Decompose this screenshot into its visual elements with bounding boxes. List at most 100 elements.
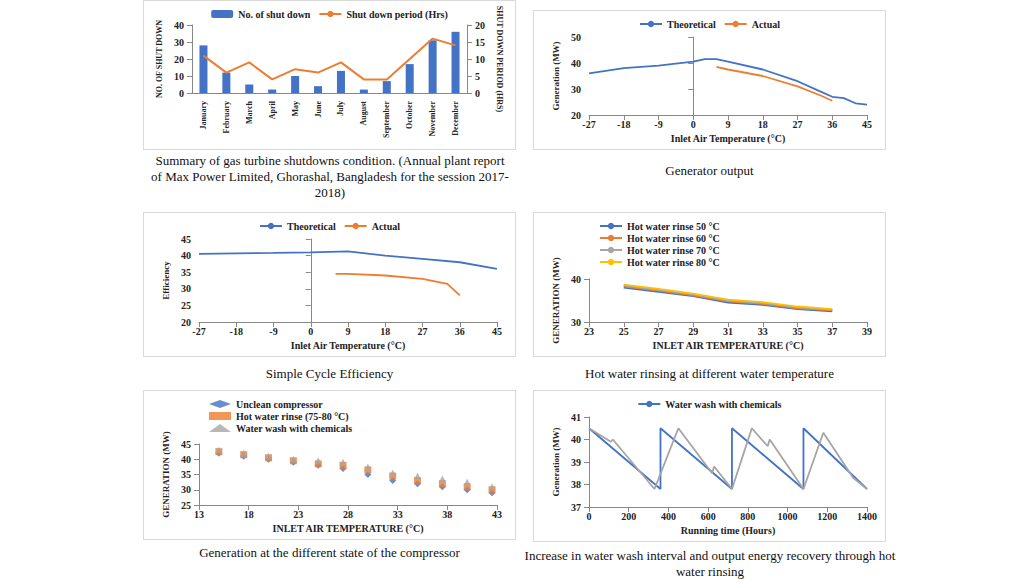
svg-text:December: December: [451, 101, 460, 136]
svg-text:36: 36: [455, 326, 465, 337]
svg-text:45: 45: [181, 439, 191, 450]
svg-text:35: 35: [181, 267, 191, 278]
svg-text:Water wash with chemicals: Water wash with chemicals: [236, 423, 352, 434]
svg-text:SHUT DOWN PERIOD (HRS): SHUT DOWN PERIOD (HRS): [495, 6, 504, 113]
svg-text:37: 37: [571, 502, 581, 513]
svg-text:13: 13: [194, 509, 204, 520]
svg-text:45: 45: [492, 326, 502, 337]
svg-text:600: 600: [701, 511, 716, 522]
svg-text:No. of shut down: No. of shut down: [238, 9, 311, 20]
svg-text:33: 33: [758, 326, 768, 337]
svg-text:40: 40: [571, 274, 581, 285]
svg-text:Hot water rinse 80 °C: Hot water rinse 80 °C: [627, 257, 720, 268]
svg-text:38: 38: [442, 509, 452, 520]
svg-text:30: 30: [571, 84, 581, 95]
svg-text:10: 10: [475, 54, 485, 65]
svg-text:23: 23: [293, 509, 303, 520]
svg-text:35: 35: [181, 469, 191, 480]
svg-text:40: 40: [571, 58, 581, 69]
svg-text:Unclean compressor: Unclean compressor: [236, 399, 323, 410]
svg-text:50: 50: [571, 32, 581, 43]
svg-text:40: 40: [174, 20, 184, 31]
svg-text:45: 45: [181, 234, 191, 245]
svg-text:November: November: [428, 101, 437, 137]
svg-text:25: 25: [619, 326, 629, 337]
svg-text:-27: -27: [192, 326, 205, 337]
svg-text:Efficiency: Efficiency: [161, 261, 171, 300]
svg-text:Generation (MW): Generation (MW): [551, 427, 561, 496]
svg-text:1400: 1400: [857, 511, 877, 522]
svg-text:27: 27: [418, 326, 428, 337]
svg-text:40: 40: [571, 434, 581, 445]
svg-text:18: 18: [244, 509, 254, 520]
svg-text:-9: -9: [654, 119, 662, 130]
svg-text:June: June: [314, 101, 323, 118]
svg-text:400: 400: [661, 511, 676, 522]
svg-text:29: 29: [688, 326, 698, 337]
svg-text:Theoretical: Theoretical: [287, 221, 336, 232]
svg-text:GENERATION (MW): GENERATION (MW): [161, 431, 171, 518]
svg-text:Running time (Hours): Running time (Hours): [681, 525, 775, 537]
svg-text:39: 39: [862, 326, 872, 337]
svg-text:April: April: [268, 100, 277, 119]
svg-text:28: 28: [343, 509, 353, 520]
svg-text:5: 5: [475, 71, 480, 82]
svg-text:20: 20: [181, 317, 191, 328]
svg-text:Hot water rinse 60 °C: Hot water rinse 60 °C: [627, 233, 720, 244]
svg-text:41: 41: [571, 412, 581, 423]
svg-text:30: 30: [181, 484, 191, 495]
svg-text:27: 27: [654, 326, 664, 337]
svg-text:0: 0: [475, 88, 480, 99]
svg-text:1200: 1200: [817, 511, 837, 522]
svg-text:25: 25: [181, 300, 191, 311]
svg-text:Shut down period (Hrs): Shut down period (Hrs): [346, 9, 447, 21]
svg-text:40: 40: [181, 454, 191, 465]
svg-text:September: September: [382, 101, 391, 138]
svg-text:Theoretical: Theoretical: [667, 19, 716, 30]
svg-text:GENERATION (MW): GENERATION (MW): [551, 257, 561, 344]
svg-text:0: 0: [179, 88, 184, 99]
svg-text:Hot water rinse 50 °C: Hot water rinse 50 °C: [627, 221, 720, 232]
svg-text:Hot water rinse 70 °C: Hot water rinse 70 °C: [627, 245, 720, 256]
svg-text:Generation (MW): Generation (MW): [551, 41, 561, 110]
svg-text:Actual: Actual: [752, 19, 781, 30]
svg-text:15: 15: [475, 37, 485, 48]
svg-text:9: 9: [726, 119, 731, 130]
svg-text:INLET AIR TEMPERATURE (°C): INLET AIR TEMPERATURE (°C): [653, 340, 804, 352]
svg-text:-18: -18: [230, 326, 243, 337]
svg-text:45: 45: [862, 119, 872, 130]
svg-text:30: 30: [571, 317, 581, 328]
svg-text:February: February: [222, 101, 231, 133]
svg-text:-9: -9: [269, 326, 277, 337]
svg-text:INLET AIR TEMPERATURE (°C): INLET AIR TEMPERATURE (°C): [273, 523, 424, 535]
svg-text:33: 33: [393, 509, 403, 520]
svg-text:23: 23: [584, 326, 594, 337]
svg-text:January: January: [199, 101, 208, 129]
svg-text:36: 36: [827, 119, 837, 130]
svg-text:25: 25: [181, 500, 191, 511]
svg-text:NO. OF SHUT DOWN: NO. OF SHUT DOWN: [155, 20, 164, 98]
svg-text:Inlet Air Temperature (°C): Inlet Air Temperature (°C): [291, 340, 405, 352]
svg-text:March: March: [245, 100, 254, 124]
svg-text:May: May: [291, 101, 300, 117]
svg-text:Inlet Air Temperature (°C): Inlet Air Temperature (°C): [671, 133, 785, 145]
svg-text:October: October: [405, 101, 414, 129]
svg-text:Actual: Actual: [372, 221, 401, 232]
svg-text:35: 35: [793, 326, 803, 337]
svg-text:27: 27: [793, 119, 803, 130]
svg-text:30: 30: [181, 283, 191, 294]
svg-text:200: 200: [621, 511, 636, 522]
svg-text:31: 31: [723, 326, 733, 337]
svg-text:0: 0: [587, 511, 592, 522]
svg-text:0: 0: [691, 119, 696, 130]
svg-text:18: 18: [758, 119, 768, 130]
svg-text:-27: -27: [582, 119, 595, 130]
svg-text:40: 40: [181, 250, 191, 261]
svg-text:10: 10: [174, 71, 184, 82]
svg-text:43: 43: [492, 509, 502, 520]
svg-text:20: 20: [174, 54, 184, 65]
svg-text:1000: 1000: [778, 511, 798, 522]
svg-text:800: 800: [740, 511, 755, 522]
svg-text:20: 20: [475, 20, 485, 31]
svg-text:Water wash with chemicals: Water wash with chemicals: [665, 399, 781, 410]
